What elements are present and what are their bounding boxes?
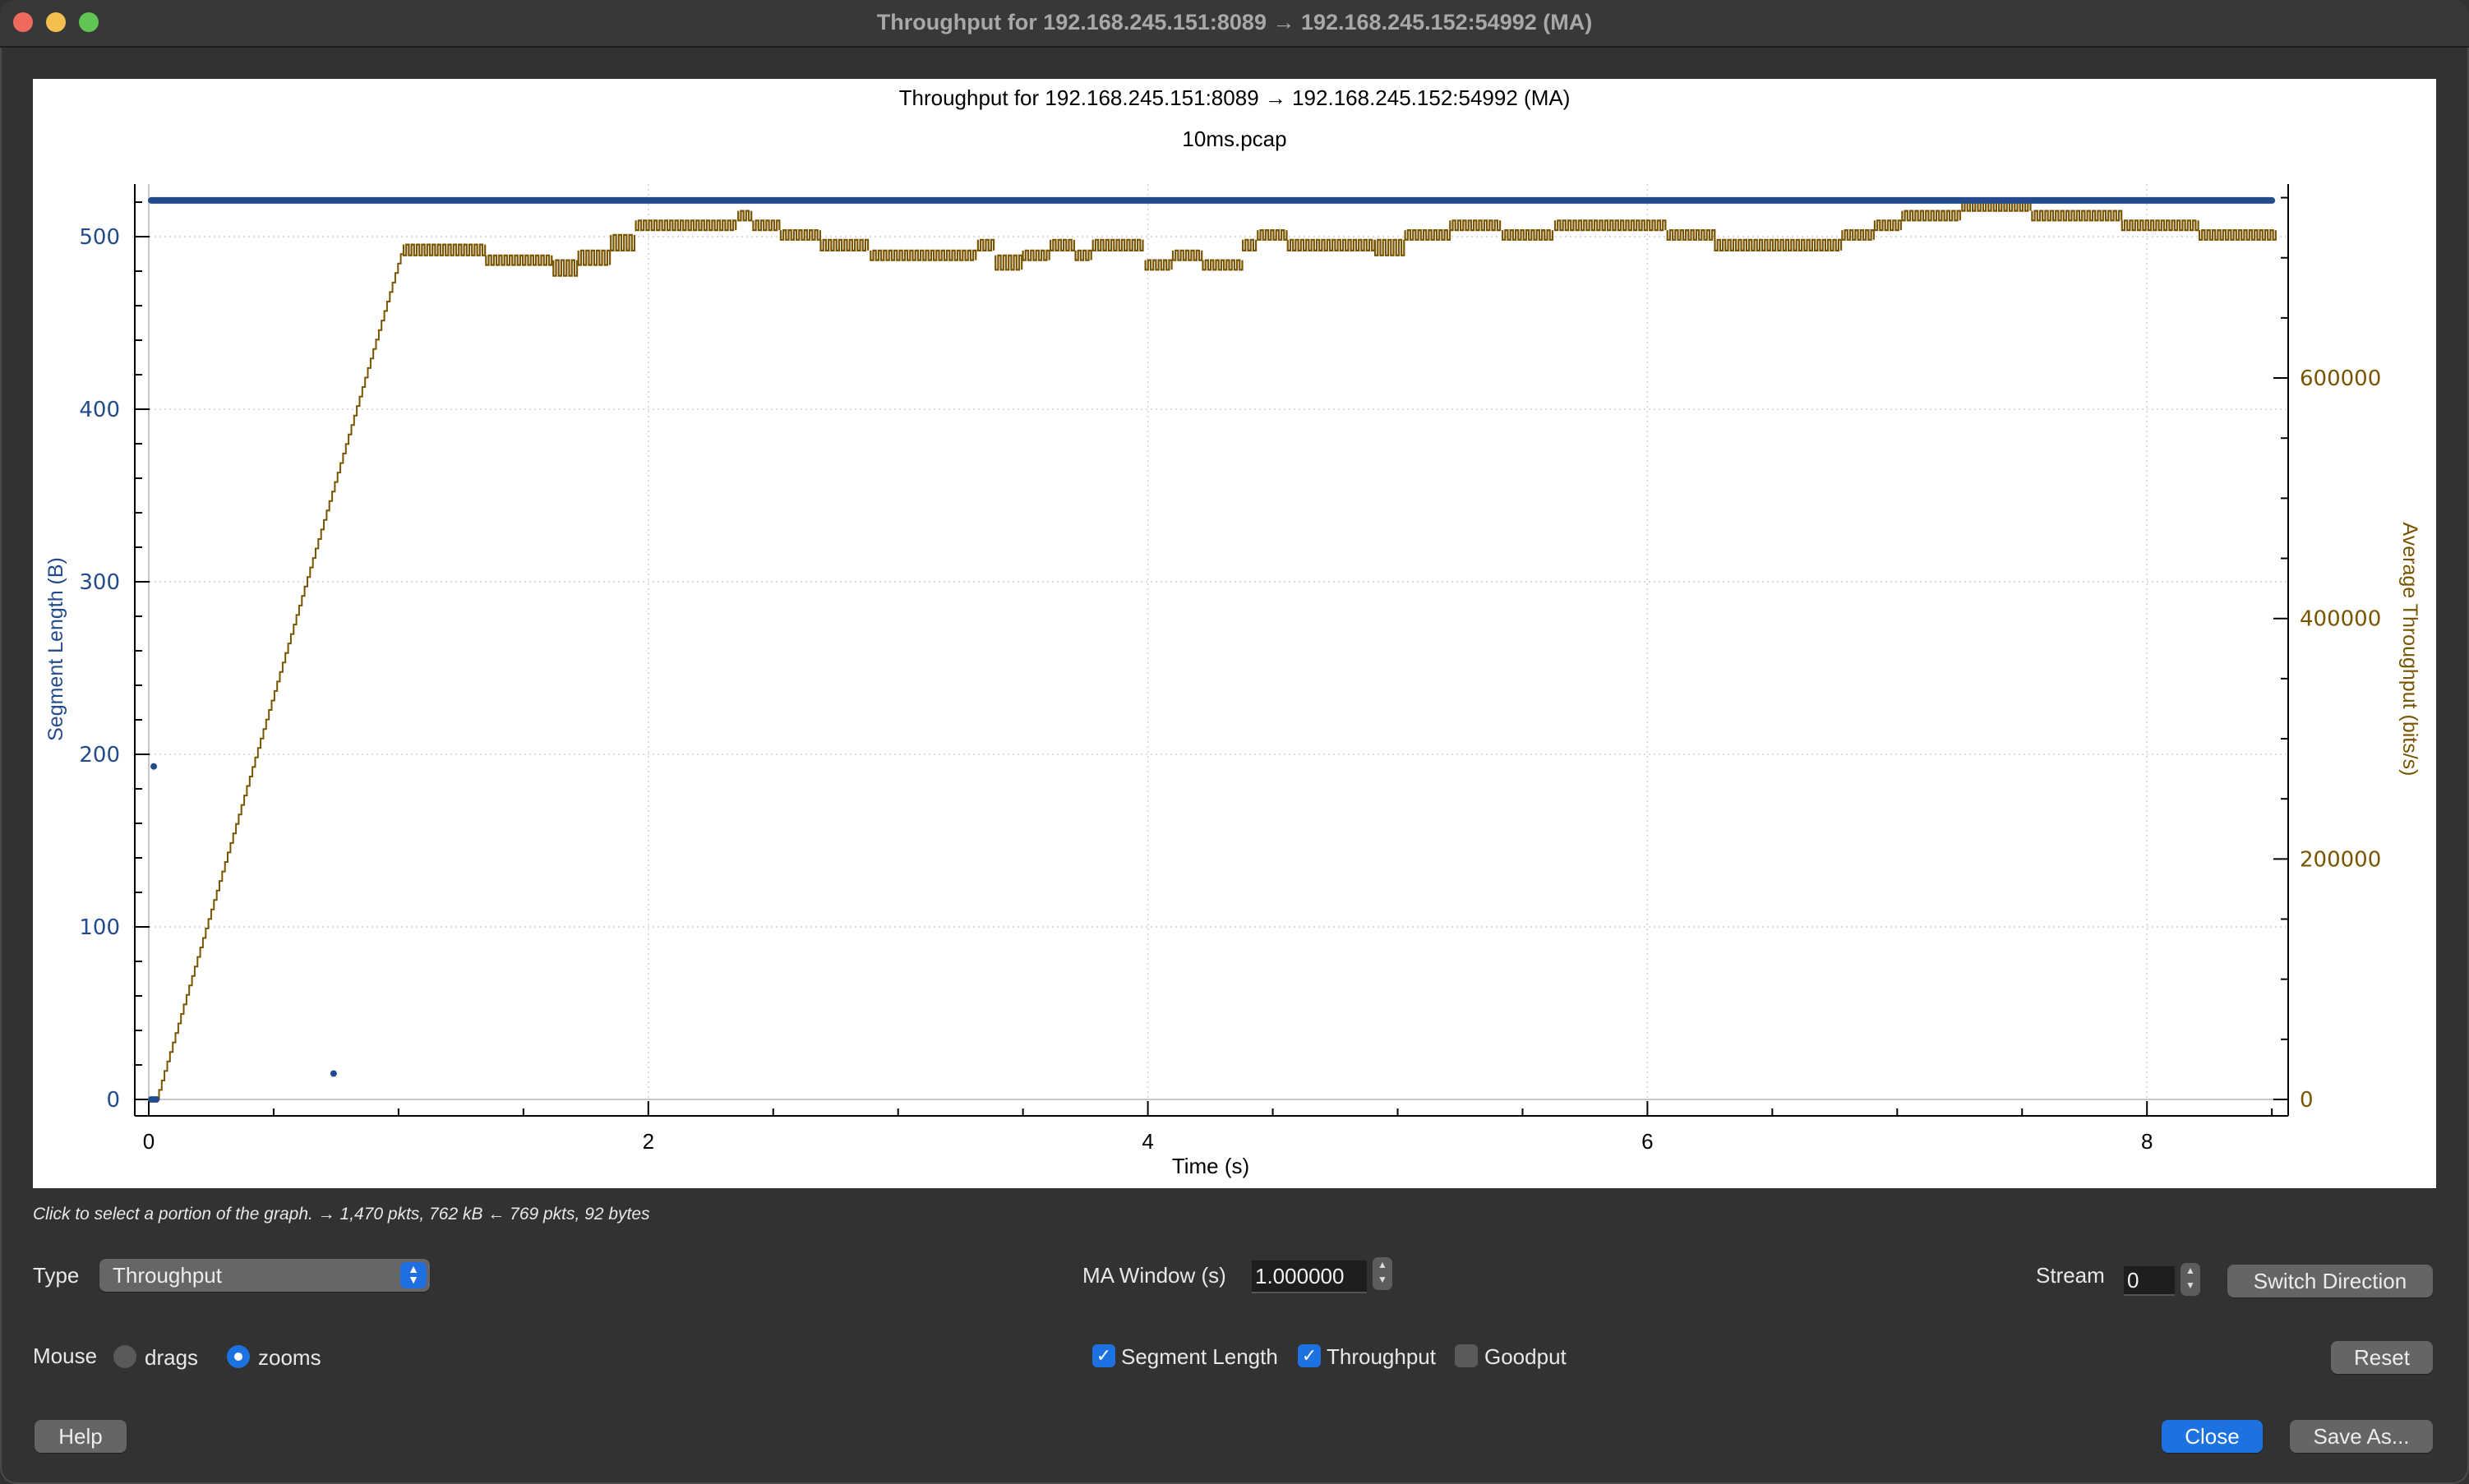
segment-length-point <box>153 1096 160 1103</box>
reset-button[interactable]: Reset <box>2331 1341 2433 1374</box>
ma-window-input[interactable]: 1.000000 <box>1252 1260 1367 1293</box>
right-tick-label: 0 <box>2300 1088 2314 1113</box>
right-tick-label: 400000 <box>2300 607 2381 632</box>
stream-input[interactable]: 0 <box>2124 1266 2175 1296</box>
stream-label: Stream <box>2036 1263 2105 1288</box>
bottom-tick-label: 2 <box>643 1129 654 1154</box>
bottom-tick-label: 4 <box>1142 1129 1153 1154</box>
bottom-tick-label: 0 <box>143 1129 155 1154</box>
mouse-label: Mouse <box>33 1343 98 1368</box>
segment-length-checkbox[interactable]: ✓ <box>1092 1344 1115 1367</box>
stepper-down-icon[interactable]: ▼ <box>1378 1274 1387 1285</box>
left-tick-label: 100 <box>79 915 120 940</box>
stream-stepper[interactable]: ▲ ▼ <box>2181 1263 2200 1296</box>
throughput-checkbox[interactable]: ✓ <box>1298 1344 1321 1367</box>
segment-length-point <box>330 1070 337 1077</box>
status-hint: Click to select a portion of the graph. … <box>33 1205 650 1224</box>
left-tick-label: 500 <box>79 225 120 250</box>
chart-canvas[interactable]: 0 100 200 300 400 500 0 200000 400000 600000 0 2 4 6 8… <box>33 79 2436 1188</box>
type-select-value: Throughput <box>113 1263 222 1288</box>
select-arrows-icon: ▲ ▼ <box>400 1262 427 1288</box>
left-tick-label: 300 <box>79 570 120 595</box>
throughput-ramp-line <box>156 244 404 1100</box>
left-tick-label: 0 <box>106 1088 120 1113</box>
zoom-window-button[interactable] <box>79 12 99 32</box>
type-label: Type <box>33 1263 80 1288</box>
right-tick-label: 200000 <box>2300 847 2381 872</box>
bottom-tick-label: 6 <box>1641 1129 1653 1154</box>
right-axis-title: Average Throughput (bits/s) <box>2398 523 2421 777</box>
mouse-drags-radio[interactable] <box>113 1345 136 1368</box>
chart-subtitle: 10ms.pcap <box>1182 127 1287 151</box>
mouse-zooms-label[interactable]: zooms <box>258 1345 321 1370</box>
right-tick-label: 600000 <box>2300 366 2381 391</box>
bottom-tick-label: 8 <box>2141 1129 2153 1154</box>
segment-length-point <box>150 763 158 770</box>
left-tick-label: 400 <box>79 398 120 422</box>
goodput-checkbox[interactable] <box>1455 1344 1478 1367</box>
checkmark-icon: ✓ <box>1301 1345 1318 1366</box>
stepper-up-icon[interactable]: ▲ <box>2185 1265 2195 1276</box>
window-title: Throughput for 192.168.245.151:8089 → 19… <box>876 10 1593 35</box>
close-button[interactable]: Close <box>2162 1420 2263 1453</box>
throughput-graph-plot[interactable]: Throughput for 192.168.245.151:8089 → 19… <box>33 79 2436 1188</box>
x-axis-title: Time (s) <box>1172 1154 1249 1178</box>
throughput-label[interactable]: Throughput <box>1327 1344 1436 1369</box>
ma-window-label: MA Window (s) <box>1082 1263 1226 1288</box>
chart-title: Throughput for 192.168.245.151:8089 → 19… <box>898 85 1571 110</box>
title-bar[interactable]: Throughput for 192.168.245.151:8089 → 19… <box>0 0 2469 48</box>
mouse-drags-label[interactable]: drags <box>145 1345 199 1370</box>
goodput-label[interactable]: Goodput <box>1484 1344 1567 1369</box>
help-button[interactable]: Help <box>35 1420 127 1453</box>
mouse-zooms-radio[interactable] <box>227 1345 250 1368</box>
stepper-down-icon[interactable]: ▼ <box>2185 1279 2195 1291</box>
left-tick-label: 200 <box>79 743 120 767</box>
stepper-up-icon[interactable]: ▲ <box>1378 1259 1387 1270</box>
minimize-window-button[interactable] <box>46 12 66 32</box>
ma-window-stepper[interactable]: ▲ ▼ <box>1373 1257 1392 1290</box>
switch-direction-button[interactable]: Switch Direction <box>2227 1265 2433 1297</box>
type-select[interactable]: Throughput ▲ ▼ <box>99 1259 430 1292</box>
throughput-line <box>402 200 2277 277</box>
left-axis-title: Segment Length (B) <box>44 557 67 741</box>
close-window-button[interactable] <box>13 12 33 32</box>
save-as-button[interactable]: Save As... <box>2290 1420 2433 1453</box>
segment-length-label[interactable]: Segment Length <box>1121 1344 1278 1369</box>
checkmark-icon: ✓ <box>1096 1345 1112 1366</box>
